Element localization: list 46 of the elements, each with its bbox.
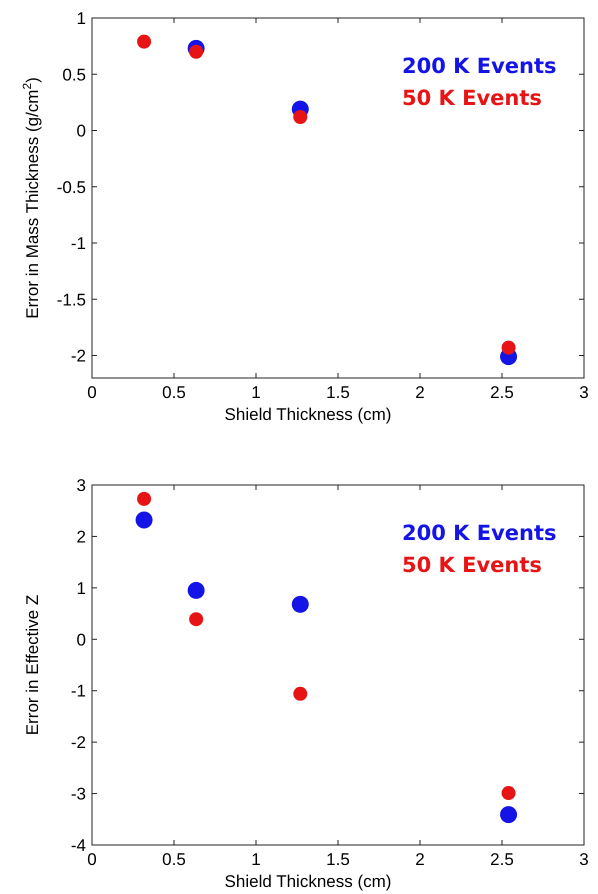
point — [293, 686, 308, 701]
x-tick-label: 0.5 — [162, 850, 186, 869]
x-tick-label: 2 — [415, 383, 425, 402]
x-tick-label: 3 — [579, 383, 589, 402]
x-tick-label: 2.5 — [490, 850, 514, 869]
text: 200 K Events — [402, 521, 556, 545]
y-tick-label: -1 — [70, 682, 86, 701]
y-tick-label: 0.5 — [62, 65, 86, 84]
y-tick-label: 3 — [76, 476, 86, 495]
y-axis-title: Error in Effective Z — [23, 594, 42, 736]
x-tick-label: 1.5 — [326, 383, 350, 402]
x-tick-label: 1 — [251, 850, 261, 869]
y-tick-label: 0 — [76, 122, 86, 140]
point — [188, 582, 205, 599]
y-tick-label: 0 — [76, 630, 86, 650]
point — [502, 340, 516, 355]
text: 50 K Events — [402, 553, 542, 577]
x-tick-label: 1 — [251, 383, 261, 402]
y-tick-label: 2 — [76, 527, 86, 546]
point — [189, 44, 204, 59]
x-tick-label: 2 — [415, 850, 425, 869]
y-tick-label: 1 — [76, 9, 86, 28]
y-tick-label: -1 — [70, 234, 86, 253]
x-tick-label: 2.5 — [490, 383, 514, 402]
y-tick-label: -1.5 — [56, 290, 86, 310]
point — [292, 596, 309, 613]
x-axis-title: Shield Thickness (cm) — [224, 872, 392, 891]
text: 50 K Events — [402, 86, 542, 110]
x-tick-label: 0.5 — [162, 383, 186, 402]
text: 200 K Events — [402, 54, 556, 78]
point — [502, 786, 516, 800]
point — [136, 511, 153, 528]
point — [137, 492, 152, 506]
point — [293, 110, 308, 124]
x-tick-label: 3 — [579, 850, 589, 869]
y-tick-label: -2 — [70, 733, 86, 752]
point — [189, 612, 204, 626]
point — [137, 34, 152, 49]
x-axis-title: Shield Thickness (cm) — [224, 405, 392, 424]
y-tick-label: -4 — [70, 836, 86, 855]
point — [500, 806, 518, 824]
y-tick-label: -2 — [70, 346, 86, 366]
y-tick-label: -0.5 — [56, 178, 86, 197]
y-tick-label: -3 — [70, 784, 86, 804]
y-tick-label: 1 — [76, 578, 86, 598]
x-tick-label: 1.5 — [326, 850, 350, 869]
